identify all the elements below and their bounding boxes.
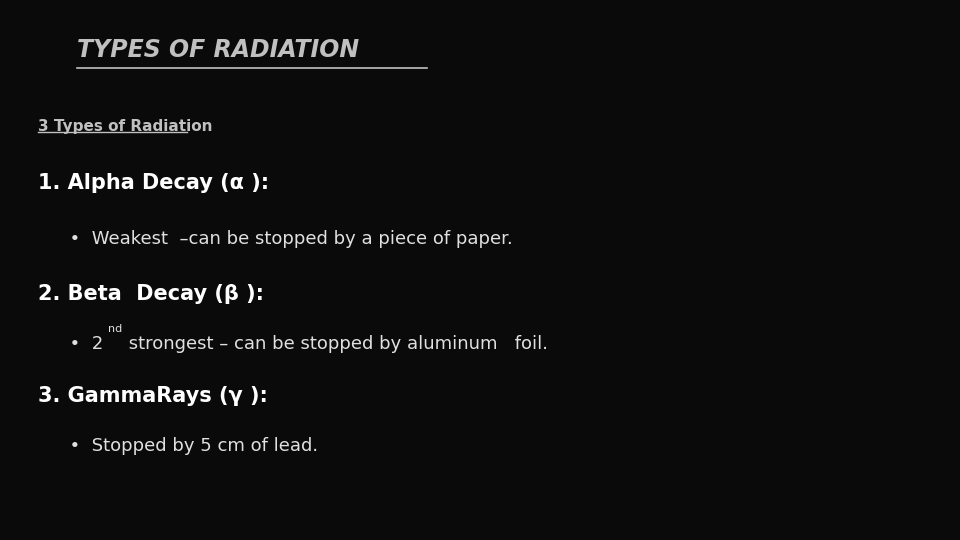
Text: nd: nd xyxy=(108,324,122,334)
Text: 3 Types of Radiation: 3 Types of Radiation xyxy=(38,119,213,134)
Text: •  2: • 2 xyxy=(58,335,103,353)
Text: •  Weakest  –can be stopped by a piece of paper.: • Weakest –can be stopped by a piece of … xyxy=(58,230,513,247)
Text: TYPES OF RADIATION: TYPES OF RADIATION xyxy=(77,38,359,62)
Text: •  Stopped by 5 cm of lead.: • Stopped by 5 cm of lead. xyxy=(58,437,318,455)
Text: 2. Beta  Decay (β ):: 2. Beta Decay (β ): xyxy=(38,284,264,303)
Text: 1. Alpha Decay (α ):: 1. Alpha Decay (α ): xyxy=(38,173,270,193)
Text: 3. GammaRays (γ ):: 3. GammaRays (γ ): xyxy=(38,386,268,406)
Text: strongest – can be stopped by aluminum   foil.: strongest – can be stopped by aluminum f… xyxy=(123,335,548,353)
